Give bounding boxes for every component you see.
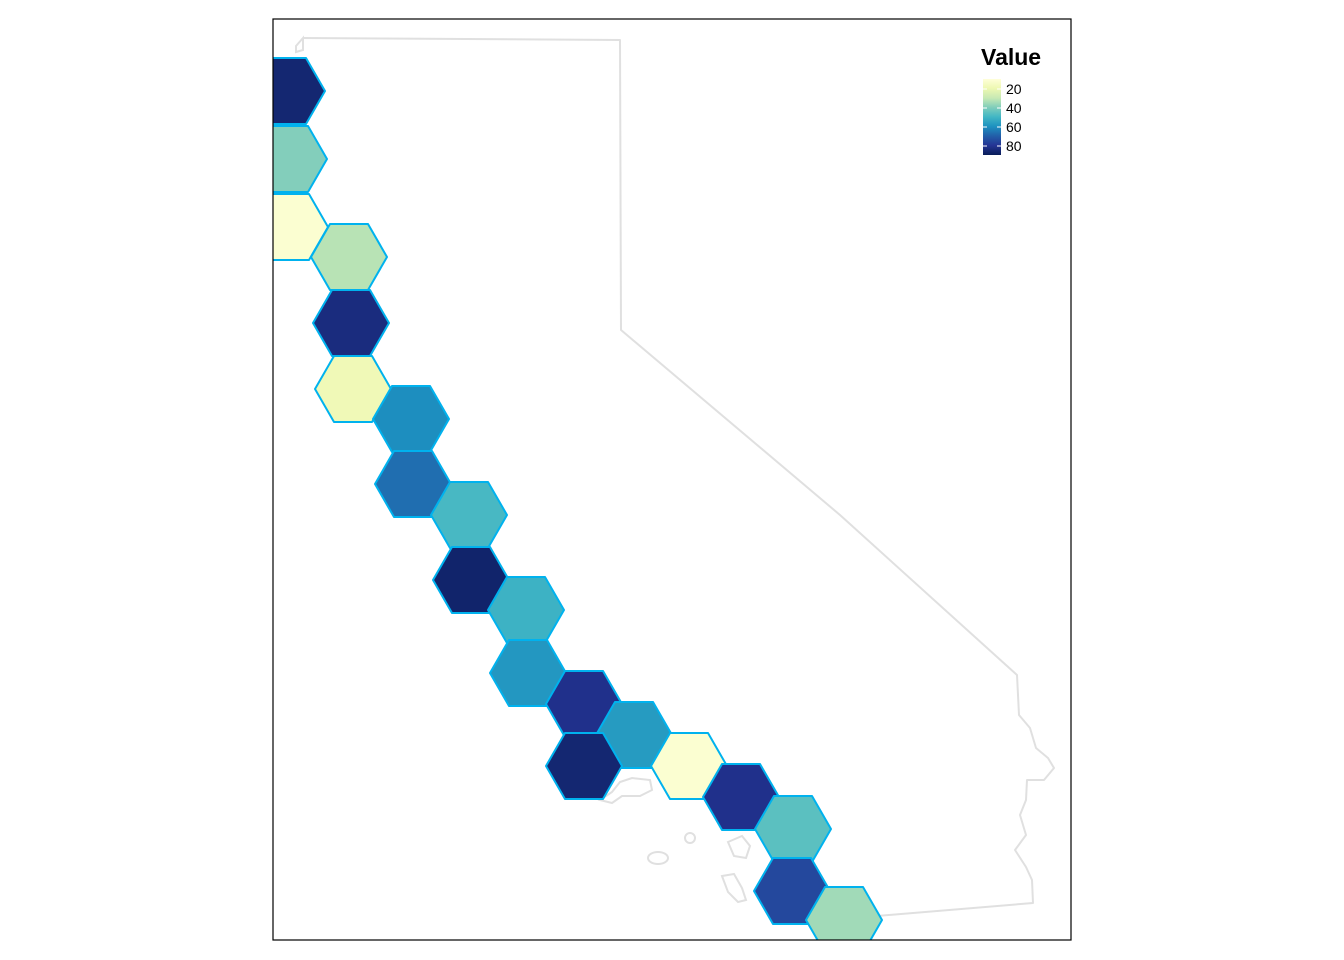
coast-southcentral — [597, 776, 654, 805]
coast-north-tail — [295, 35, 304, 54]
hex-cell — [273, 57, 326, 125]
hex-cell — [312, 289, 390, 357]
hex-cell — [310, 223, 388, 291]
map-panel — [273, 35, 1055, 940]
island-anacapa — [684, 832, 696, 844]
legend-title: Value — [981, 44, 1041, 70]
california-outline — [302, 37, 1055, 917]
legend-label-60: 60 — [1006, 119, 1022, 135]
hex-cell — [273, 125, 328, 193]
legend: Value 20 40 60 80 — [981, 44, 1041, 155]
legend-label-20: 20 — [1006, 81, 1022, 97]
island-santa-barbara — [647, 851, 669, 865]
legend-ticks — [983, 88, 1001, 147]
island-san-clemente — [720, 872, 748, 904]
hex-cell — [430, 481, 508, 549]
legend-label-80: 80 — [1006, 138, 1022, 154]
map-frame — [272, 18, 1072, 941]
legend-color-bar — [983, 79, 1001, 155]
hex-cell — [545, 732, 623, 800]
legend-label-40: 40 — [1006, 100, 1022, 116]
hex-cell — [372, 385, 450, 453]
hex-grid-layer — [273, 57, 883, 940]
island-santa-catalina — [726, 834, 752, 860]
hex-cell — [805, 886, 883, 940]
